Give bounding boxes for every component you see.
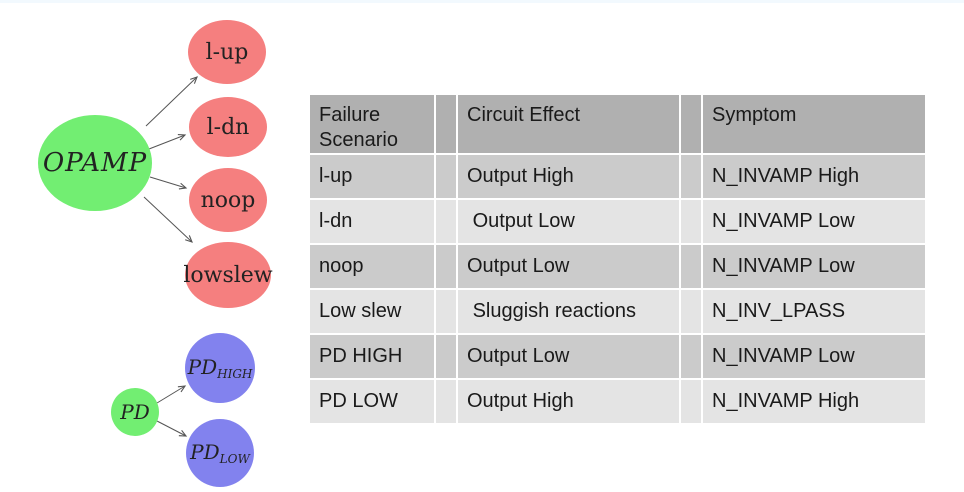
header-spacer-2 bbox=[681, 95, 701, 153]
row-spacer bbox=[436, 290, 456, 333]
cell-scenario: PD LOW bbox=[310, 380, 434, 423]
node-opamp bbox=[38, 115, 152, 211]
edge-opamp-ldn bbox=[148, 134, 187, 150]
node-lowslew bbox=[185, 242, 271, 308]
pd-high-subscript: HIGH bbox=[216, 367, 253, 381]
cell-scenario: l-dn bbox=[310, 200, 434, 243]
slide-top-edge-strip bbox=[0, 0, 964, 3]
opamp-edges bbox=[143, 76, 198, 243]
node-l-up-label: l-up bbox=[206, 40, 249, 65]
header-cell-circuit-effect: Circuit Effect bbox=[458, 95, 679, 153]
cell-scenario: l-up bbox=[310, 155, 434, 198]
pd-high-main-text: PD bbox=[187, 355, 218, 379]
cell-scenario: PD HIGH bbox=[310, 335, 434, 378]
edge-opamp-lup bbox=[145, 76, 198, 127]
pd-edges bbox=[156, 385, 188, 437]
fault-tree-diagram: OPAMP l-up l-dn noop lowslew PD PDHIGH P… bbox=[38, 20, 273, 487]
edge-pd-low bbox=[156, 420, 188, 437]
header-cell-symptom: Symptom bbox=[703, 95, 925, 153]
cell-effect: Output Low bbox=[458, 200, 679, 243]
row-spacer bbox=[681, 380, 701, 423]
cell-symptom: N_INVAMP High bbox=[703, 155, 925, 198]
node-pd-high-label: PDHIGH bbox=[187, 355, 253, 381]
node-l-dn bbox=[189, 97, 267, 157]
node-noop-label: noop bbox=[201, 188, 256, 213]
cell-symptom: N_INVAMP Low bbox=[703, 335, 925, 378]
cell-scenario: Low slew bbox=[310, 290, 434, 333]
pd-low-subscript: LOW bbox=[219, 452, 252, 466]
header-cell-failure-scenario: Failure Scenario bbox=[310, 95, 434, 153]
row-spacer bbox=[436, 200, 456, 243]
row-spacer bbox=[681, 155, 701, 198]
cell-symptom: N_INVAMP Low bbox=[703, 200, 925, 243]
edge-pd-high bbox=[156, 385, 187, 404]
row-spacer bbox=[681, 290, 701, 333]
node-pd-label: PD bbox=[119, 400, 150, 424]
cell-effect: Output Low bbox=[458, 245, 679, 288]
node-pd-high bbox=[185, 333, 255, 403]
row-spacer bbox=[681, 245, 701, 288]
node-l-dn-label: l-dn bbox=[207, 115, 250, 140]
row-spacer bbox=[436, 155, 456, 198]
node-noop bbox=[189, 168, 267, 232]
node-lowslew-label: lowslew bbox=[183, 263, 272, 288]
cell-effect: Output High bbox=[458, 155, 679, 198]
node-pd-low-label: PDLOW bbox=[189, 440, 251, 466]
row-spacer bbox=[681, 335, 701, 378]
cell-effect: Sluggish reactions bbox=[458, 290, 679, 333]
row-spacer bbox=[436, 335, 456, 378]
row-spacer bbox=[681, 200, 701, 243]
cell-scenario: noop bbox=[310, 245, 434, 288]
row-spacer bbox=[436, 380, 456, 423]
edge-opamp-noop bbox=[149, 176, 188, 190]
pd-low-main-text: PD bbox=[189, 440, 220, 464]
cell-effect: Output High bbox=[458, 380, 679, 423]
cell-effect: Output Low bbox=[458, 335, 679, 378]
cell-symptom: N_INV_LPASS bbox=[703, 290, 925, 333]
failure-scenario-table: Failure Scenario Circuit Effect Symptom … bbox=[310, 95, 925, 423]
cell-symptom: N_INVAMP High bbox=[703, 380, 925, 423]
node-pd bbox=[111, 388, 159, 436]
edge-opamp-lowslew bbox=[143, 196, 193, 243]
cell-symptom: N_INVAMP Low bbox=[703, 245, 925, 288]
header-spacer-1 bbox=[436, 95, 456, 153]
node-opamp-label: OPAMP bbox=[43, 148, 147, 178]
node-pd-low bbox=[186, 419, 254, 487]
node-l-up bbox=[188, 20, 266, 84]
row-spacer bbox=[436, 245, 456, 288]
